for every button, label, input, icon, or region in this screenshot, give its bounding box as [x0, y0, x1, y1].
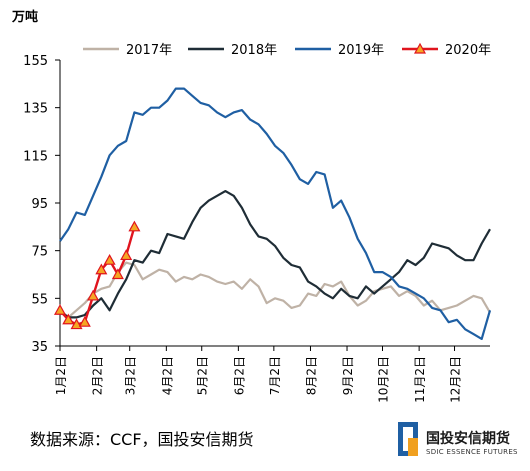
series-line-2017年	[59, 261, 491, 319]
series-markers	[53, 220, 141, 330]
y-tick-label: 155	[23, 54, 48, 69]
logo-mark-icon	[398, 422, 418, 456]
data-point-marker	[87, 289, 100, 301]
x-tick-label: 10月2日	[377, 356, 391, 403]
data-point-marker	[111, 268, 124, 280]
legend-label: 2017年	[126, 43, 172, 58]
legend: 2017年 2018年 2019年 2020年	[83, 42, 491, 58]
company-logo: 国投安信期货 SDIC ESSENCE FUTURES	[396, 420, 526, 464]
y-axis: 35 55 75 95 115 135 155	[23, 54, 60, 355]
legend-label: 2019年	[338, 43, 384, 58]
series-line-2020年	[59, 226, 136, 326]
data-point-marker	[128, 220, 141, 232]
x-tick-label: 3月2日	[124, 356, 138, 395]
data-point-marker	[53, 304, 67, 315]
data-point-marker	[62, 313, 75, 325]
series-line-2019年	[59, 87, 492, 340]
chart: 万吨 2017年 2018年 2019年 2020年 35 55 75 95 115 135 15…	[11, 9, 492, 403]
x-axis: 1月2日 2月2日 3月2日 4月2日 5月2日 6月2日 7月2日 8月2日 9月2日 10月2…	[54, 346, 463, 403]
data-point-marker	[103, 253, 116, 265]
y-tick-label: 75	[31, 245, 48, 260]
data-point-marker	[95, 263, 108, 275]
legend-label: 2020年	[445, 43, 491, 58]
data-point-marker	[78, 315, 91, 327]
x-tick-label: 5月2日	[196, 356, 210, 395]
y-tick-label: 95	[31, 197, 48, 212]
data-point-marker	[120, 249, 133, 261]
x-tick-label: 11月2日	[413, 356, 427, 403]
logo-subtitle: SDIC ESSENCE FUTURES	[426, 448, 518, 456]
x-tick-label: 12月2日	[449, 356, 463, 403]
logo-name: 国投安信期货	[426, 431, 510, 447]
y-tick-label: 35	[31, 340, 48, 355]
x-tick-label: 8月2日	[304, 356, 318, 395]
legend-marker	[413, 42, 427, 54]
x-tick-label: 6月2日	[232, 356, 246, 395]
y-tick-label: 55	[31, 292, 48, 307]
source-note: 数据来源：CCF，国投安信期货	[30, 430, 254, 449]
x-tick-label: 7月2日	[268, 356, 282, 395]
legend-label: 2018年	[231, 43, 277, 58]
data-point-marker	[70, 318, 83, 330]
x-tick-label: 1月2日	[54, 356, 68, 395]
x-tick-label: 9月2日	[341, 356, 355, 395]
series-lines	[59, 87, 492, 340]
series-line-2018年	[59, 190, 491, 319]
y-tick-label: 135	[23, 102, 48, 117]
x-tick-label: 4月2日	[160, 356, 174, 395]
y-tick-label: 115	[23, 149, 48, 164]
x-tick-label: 2月2日	[91, 356, 105, 395]
y-axis-unit-label: 万吨	[11, 9, 38, 25]
